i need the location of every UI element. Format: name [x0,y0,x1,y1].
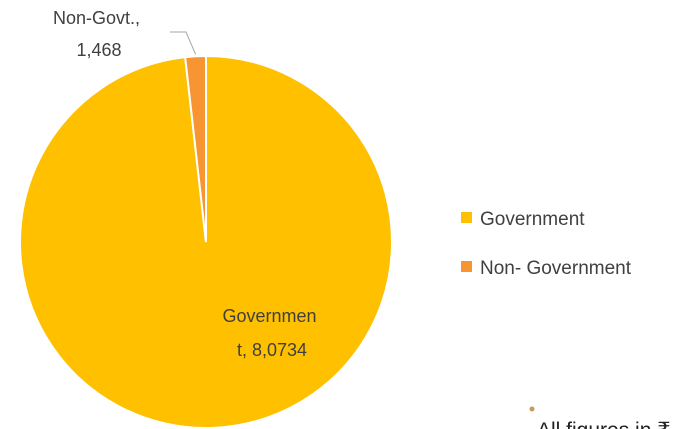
data-label-non-government-line2: 1,468 [76,40,121,60]
label-leader-line [170,31,197,55]
data-label-non-government: Non-Govt., 1,468 [53,8,145,60]
footnote-bullet [529,406,535,412]
footnote-text: All figures in ₹ [537,419,671,429]
legend-label-government: Government [480,209,585,230]
legend-label-non-government: Non- Government [480,258,632,279]
data-label-government: Governmen t, 8,0734 [222,306,321,360]
legend: Government Non- Government [461,209,632,279]
pie-slices [19,54,393,429]
legend-swatch-non-government [461,261,472,272]
pie-slice-non-government [184,54,207,243]
legend-swatch-government [461,212,472,223]
data-label-government-line2: t, 8,0734 [237,340,307,360]
data-label-non-government-line1: Non-Govt., [53,8,140,28]
data-label-government-line1: Governmen [222,306,316,326]
